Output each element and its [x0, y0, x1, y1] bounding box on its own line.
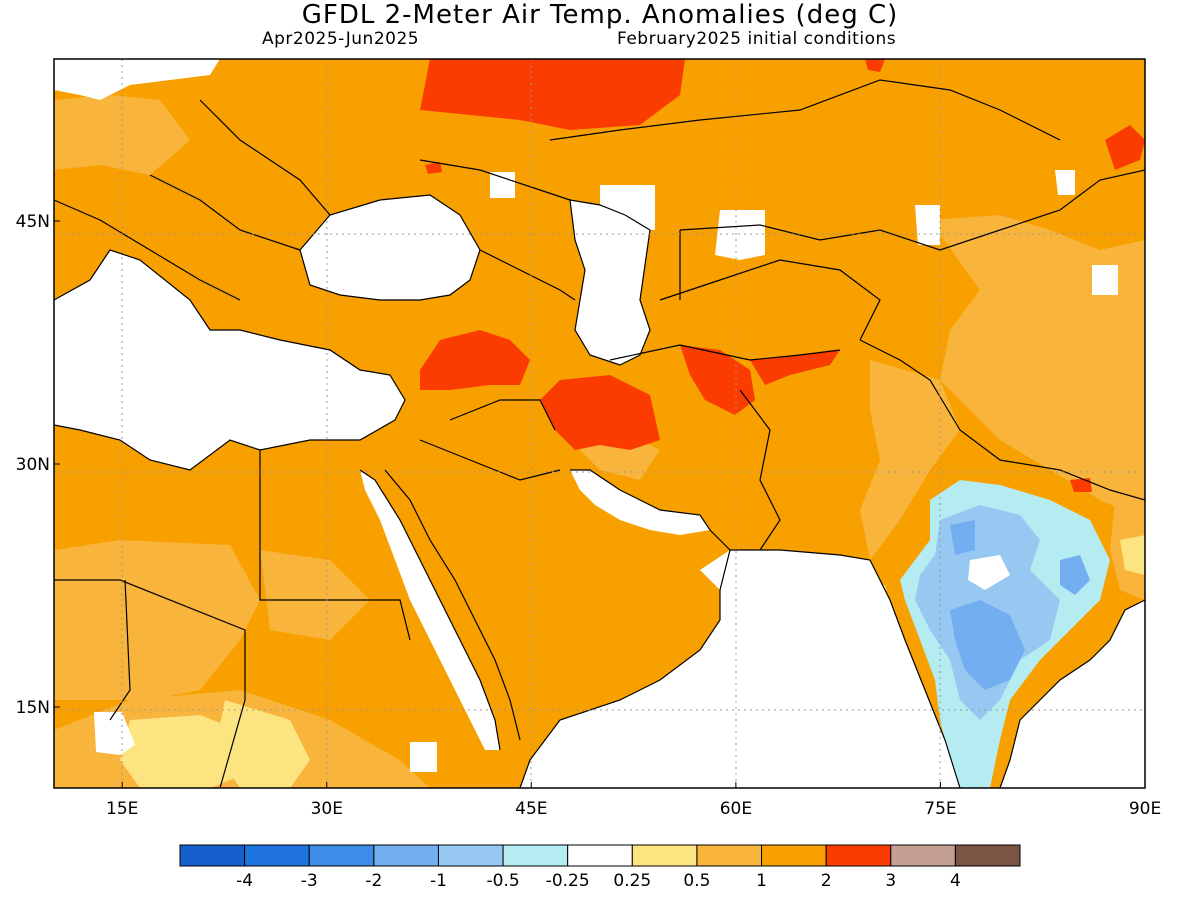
colorbar-label: 2 [821, 871, 832, 891]
colorbar-swatch [179, 844, 246, 867]
colorbar-swatch [244, 844, 310, 867]
lon-tick-label: 75E [924, 799, 956, 819]
colorbar-swatch [631, 844, 698, 867]
initial-conditions: February2025 initial conditions [617, 29, 897, 49]
map-frame [53, 58, 1146, 789]
lon-tick-label: 45E [515, 799, 547, 819]
colorbar-swatch [825, 844, 892, 867]
strong-warm-zones [420, 59, 1145, 492]
color-legend: -4 -3 -2 -1 -0.5 -0.25 0.25 0.5 1 2 3 4 [179, 844, 1021, 891]
graticule [54, 59, 1145, 788]
colorbar-swatch [954, 844, 1021, 867]
colorbar-label: -1 [430, 871, 447, 891]
anomaly-field [54, 59, 1145, 788]
lat-tick-label: 45N [16, 212, 50, 232]
colorbar-swatch [502, 844, 569, 867]
ocean-and-neutral-areas [54, 59, 1145, 788]
colorbar-swatch [696, 844, 763, 867]
cool-anomaly-zone [900, 480, 1110, 788]
map-title: GFDL 2-Meter Air Temp. Anomalies (deg C) [301, 0, 899, 30]
colorbar-label: 4 [950, 871, 961, 891]
colorbar-label: 0.25 [613, 871, 651, 891]
colorbar-swatch [567, 844, 633, 867]
colorbar-label: -3 [301, 871, 318, 891]
colorbar-swatch [308, 844, 375, 867]
colorbar-label: -0.5 [486, 871, 519, 891]
colorbar-label: 0.5 [683, 871, 710, 891]
lon-tick-label: 90E [1129, 799, 1161, 819]
colorbar-label: -4 [236, 871, 253, 891]
colorbar-swatch [761, 844, 827, 867]
colorbar-swatch [437, 844, 504, 867]
latitude-axis: 15N 30N 45N [16, 212, 60, 718]
colorbar-swatch [373, 844, 439, 867]
lon-tick-label: 30E [311, 799, 343, 819]
coastlines-and-borders [54, 79, 1145, 788]
forecast-period: Apr2025-Jun2025 [262, 29, 420, 49]
colorbar-label: -2 [365, 871, 382, 891]
lat-tick-label: 15N [16, 698, 50, 718]
lat-tick-label: 30N [16, 455, 50, 475]
colorbar-label: 1 [756, 871, 767, 891]
lon-tick-label: 15E [106, 799, 138, 819]
lon-tick-label: 60E [720, 799, 752, 819]
colorbar-label: -0.25 [546, 871, 590, 891]
longitude-axis: 15E 30E 45E 60E 75E 90E [106, 782, 1161, 819]
colorbar-swatch [890, 844, 956, 867]
colorbar-label: 3 [885, 871, 896, 891]
